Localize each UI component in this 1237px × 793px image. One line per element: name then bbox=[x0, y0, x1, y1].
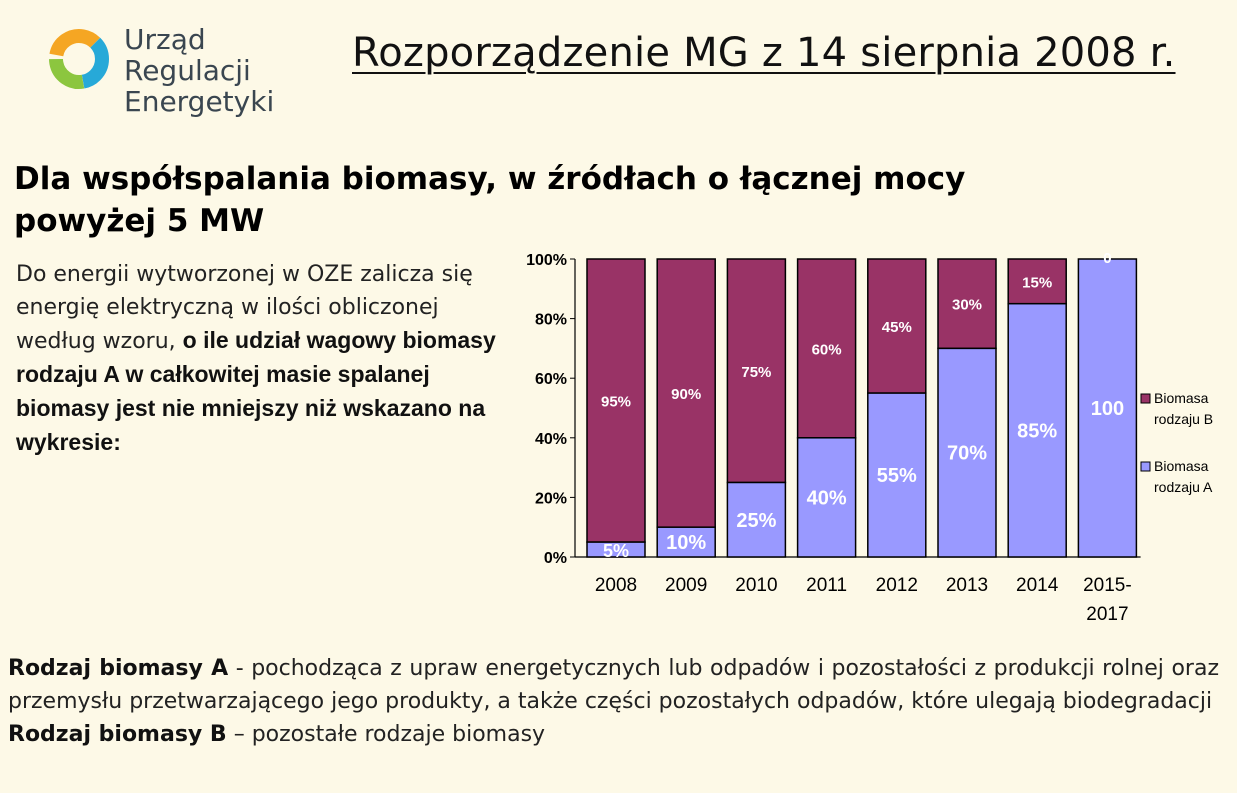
data-label-a: 55% bbox=[877, 465, 917, 487]
logo-line-1: Urząd Regulacji bbox=[124, 23, 251, 87]
data-label-b: 45% bbox=[882, 319, 912, 336]
y-tick-label: 100% bbox=[526, 252, 567, 269]
x-tick-label: 2014 bbox=[1016, 575, 1059, 596]
bar-segment-b bbox=[586, 258, 646, 543]
definition-a-term: Rodzaj biomasy A bbox=[8, 656, 229, 681]
data-label-a: 40% bbox=[807, 487, 847, 509]
definition-b: Rodzaj biomasy B – pozostałe rodzaje bio… bbox=[8, 718, 1219, 751]
slide-subtitle: Dla współspalania biomasy, w źródłach o … bbox=[14, 161, 966, 239]
bar-segment-a bbox=[796, 437, 857, 558]
definitions: Rodzaj biomasy A - pochodząca z upraw en… bbox=[8, 652, 1219, 751]
data-label-b: 75% bbox=[741, 364, 771, 381]
x-tick-label: 2017 bbox=[1086, 604, 1128, 625]
data-label-a: 5% bbox=[603, 541, 629, 561]
logo-text: Urząd Regulacji Energetyki bbox=[124, 24, 336, 117]
data-label-a: 100 bbox=[1091, 398, 1124, 420]
legend-swatch bbox=[1140, 461, 1151, 472]
bar-segment-a bbox=[937, 347, 997, 558]
data-label-a: 70% bbox=[947, 443, 987, 465]
x-tick-label: 2011 bbox=[806, 575, 847, 596]
data-label-b: 60% bbox=[812, 341, 842, 358]
logo-line-2: Energetyki bbox=[124, 85, 275, 118]
legend-label: Biomasa bbox=[1154, 390, 1209, 406]
definition-a-text: - pochodząca z upraw energetycznych lub … bbox=[8, 656, 1219, 714]
bar-segment-a bbox=[867, 392, 927, 558]
data-label-a: 25% bbox=[736, 510, 776, 532]
stacked-bar-chart: 0% 20% 40% 60% 80% 100% 5% 95% 2008 10% 90% 2009 25%… bbox=[526, 250, 1213, 625]
bar-segment-b bbox=[937, 258, 997, 350]
bar-segment-b bbox=[1007, 258, 1067, 305]
intro-normal-text: Do energii wytworzonej w OZE zalicza się… bbox=[16, 262, 473, 354]
bar-segment-a bbox=[656, 526, 716, 558]
intro-paragraph: Do energii wytworzonej w OZE zalicza się… bbox=[16, 258, 516, 460]
x-tick-label: 2009 bbox=[665, 575, 707, 596]
bar-segment-a bbox=[1007, 302, 1067, 558]
x-tick-label: 2008 bbox=[595, 575, 637, 596]
legend-label: Biomasa bbox=[1154, 458, 1209, 474]
x-tick-label: 2012 bbox=[876, 575, 918, 596]
x-tick-label: 2010 bbox=[735, 575, 777, 596]
data-label-a: 85% bbox=[1017, 420, 1057, 442]
data-label-b: 30% bbox=[952, 297, 982, 314]
page-title: Rozporządzenie MG z 14 sierpnia 2008 r. bbox=[352, 30, 1176, 76]
x-tick-label: 2013 bbox=[946, 575, 988, 596]
legend-label: rodzaju A bbox=[1154, 479, 1213, 495]
bar-segment-b bbox=[656, 258, 716, 528]
data-label-b: 90% bbox=[671, 386, 701, 403]
intro-bold-text: o ile udział wagowy biomasy rodzaju A w … bbox=[16, 327, 496, 455]
bar-segment-b bbox=[796, 258, 857, 439]
data-label-a: 10% bbox=[666, 532, 706, 554]
bar-segment-b bbox=[726, 258, 787, 484]
definition-b-text: – pozostałe rodzaje biomasy bbox=[233, 722, 546, 747]
y-tick-label: 60% bbox=[535, 371, 567, 388]
y-tick-label: 20% bbox=[535, 490, 567, 507]
bar-segment-b bbox=[867, 258, 927, 394]
data-label-b: 95% bbox=[601, 394, 631, 411]
bar-segment-a bbox=[586, 541, 646, 558]
ure-logo-icon bbox=[49, 28, 109, 89]
bar-segment-a bbox=[726, 481, 787, 558]
data-label-b: 0 bbox=[1103, 250, 1111, 267]
definition-a: Rodzaj biomasy A - pochodząca z upraw en… bbox=[8, 652, 1219, 718]
definition-b-term: Rodzaj biomasy B bbox=[8, 722, 227, 747]
y-tick-label: 40% bbox=[535, 431, 567, 448]
bar-segment-a bbox=[1077, 258, 1138, 558]
y-tick-label: 80% bbox=[535, 312, 567, 329]
data-label-b: 15% bbox=[1022, 274, 1052, 291]
x-tick-label: 2015- bbox=[1083, 575, 1132, 596]
legend-swatch bbox=[1140, 393, 1151, 404]
y-tick-label: 0% bbox=[544, 550, 567, 567]
legend-label: rodzaju B bbox=[1154, 411, 1213, 427]
logo: Urząd Regulacji Energetyki bbox=[46, 20, 336, 117]
